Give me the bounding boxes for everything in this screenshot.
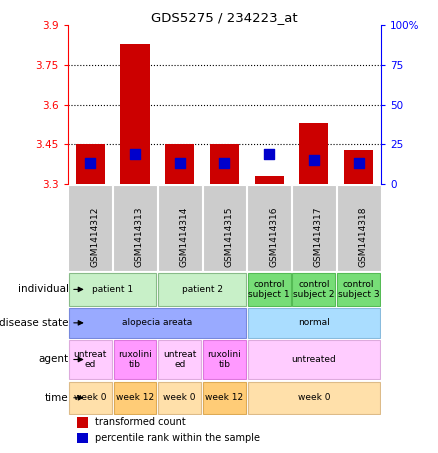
Bar (77, 433, 88, 443)
Bar (69, 381, 112, 414)
Text: GSM1414317: GSM1414317 (314, 206, 323, 267)
Bar (113, 341, 156, 379)
Bar (300, 123, 328, 184)
Text: individual: individual (18, 284, 69, 294)
Bar (210, 145, 239, 184)
Point (311, 157, 318, 164)
Text: GSM1414318: GSM1414318 (359, 206, 367, 267)
Bar (248, 308, 380, 337)
Bar (248, 381, 380, 414)
Point (87, 159, 94, 167)
Text: ruxolini
tib: ruxolini tib (118, 350, 152, 369)
Bar (158, 381, 201, 414)
Text: untreat
ed: untreat ed (163, 350, 196, 369)
Bar (248, 273, 291, 305)
Bar (165, 145, 194, 184)
Point (221, 159, 228, 167)
Text: control
subject 1: control subject 1 (248, 280, 290, 299)
Bar (120, 43, 149, 184)
Bar (293, 273, 336, 305)
Bar (158, 341, 201, 379)
Bar (69, 273, 156, 305)
Bar (292, 185, 336, 271)
Bar (77, 417, 88, 428)
Text: control
subject 3: control subject 3 (338, 280, 379, 299)
Text: transformed count: transformed count (95, 417, 185, 428)
Bar (337, 185, 381, 271)
Bar (344, 150, 373, 184)
Text: patient 2: patient 2 (182, 285, 223, 294)
Text: time: time (45, 393, 69, 403)
Bar (69, 308, 246, 337)
Text: week 12: week 12 (205, 393, 244, 402)
Text: disease state: disease state (0, 318, 69, 328)
Text: ruxolini
tib: ruxolini tib (208, 350, 241, 369)
Bar (68, 185, 112, 271)
Bar (337, 273, 380, 305)
Bar (69, 341, 112, 379)
Bar (113, 185, 157, 271)
Bar (203, 381, 246, 414)
Bar (202, 185, 247, 271)
Point (176, 159, 183, 167)
Text: untreat
ed: untreat ed (74, 350, 107, 369)
Text: GSM1414315: GSM1414315 (224, 206, 233, 267)
Bar (248, 341, 380, 379)
Text: normal: normal (298, 318, 330, 328)
Text: untreated: untreated (292, 355, 336, 364)
Text: GSM1414313: GSM1414313 (135, 206, 144, 267)
Text: week 0: week 0 (298, 393, 330, 402)
Text: week 0: week 0 (74, 393, 106, 402)
Title: GDS5275 / 234223_at: GDS5275 / 234223_at (151, 11, 298, 24)
Text: GSM1414312: GSM1414312 (90, 206, 99, 267)
Text: GSM1414314: GSM1414314 (180, 206, 189, 267)
Text: week 0: week 0 (163, 393, 196, 402)
Bar (76, 145, 105, 184)
Point (266, 150, 273, 157)
Bar (203, 341, 246, 379)
Text: percentile rank within the sample: percentile rank within the sample (95, 433, 259, 443)
Bar (158, 273, 246, 305)
Text: agent: agent (39, 355, 69, 365)
Text: patient 1: patient 1 (92, 285, 133, 294)
Text: alopecia areata: alopecia areata (122, 318, 192, 328)
Point (355, 159, 362, 167)
Bar (113, 381, 156, 414)
Bar (247, 185, 291, 271)
Text: week 12: week 12 (116, 393, 154, 402)
Point (131, 150, 138, 157)
Bar (158, 185, 201, 271)
Bar (254, 176, 284, 184)
Text: GSM1414316: GSM1414316 (269, 206, 278, 267)
Text: control
subject 2: control subject 2 (293, 280, 335, 299)
